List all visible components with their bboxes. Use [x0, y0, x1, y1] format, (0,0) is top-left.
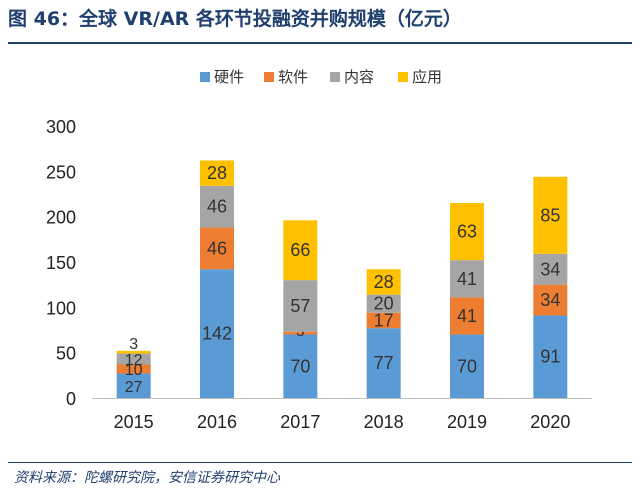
bar-segment [283, 334, 318, 398]
bar-segment [450, 297, 484, 335]
bar-data-label: 63 [457, 222, 477, 242]
bar-segment [533, 284, 568, 316]
y-tick-label: 50 [56, 344, 76, 364]
bar-segment [533, 315, 568, 398]
bar-segment [533, 253, 568, 285]
bar-segment [116, 373, 151, 398]
legend-label: 软件 [278, 69, 308, 86]
bar-segment [200, 269, 234, 398]
bar-segment [366, 294, 401, 313]
legend-swatch [330, 72, 340, 82]
figure-title: 图 46：全球 VR/AR 各环节投融资并购规模（亿元） [8, 8, 462, 30]
x-tick-label: 2016 [197, 412, 237, 432]
x-tick-label: 2018 [364, 412, 404, 432]
bar-segment [200, 160, 234, 186]
bar-segment [200, 227, 234, 270]
x-tick-label: 2019 [447, 412, 487, 432]
legend-label: 应用 [412, 68, 442, 86]
bar-data-label: 66 [290, 240, 310, 260]
bar-segment [366, 269, 401, 295]
bar-data-label: 20 [374, 294, 394, 314]
bar-data-label: 28 [374, 272, 394, 292]
bar-segment [283, 331, 318, 335]
bar-data-label: 57 [290, 296, 310, 316]
bar-segment [116, 364, 151, 374]
bar-data-label: 91 [540, 347, 560, 367]
bar-data-label: 27 [125, 379, 143, 396]
x-tick-label: 2017 [280, 412, 320, 432]
bar-segment [450, 203, 484, 261]
legend-swatch [264, 72, 274, 82]
legend-swatch [398, 72, 408, 82]
source-note: 资料来源：陀螺研究院，安信证券研究中心 [14, 470, 280, 486]
legend-label: 硬件 [214, 69, 244, 86]
y-tick-label: 150 [46, 253, 76, 273]
bar-data-label: 46 [207, 238, 227, 258]
y-tick-label: 250 [46, 162, 76, 182]
bar-segment [116, 353, 151, 365]
bar-data-label: 17 [374, 310, 394, 330]
bar-segment [116, 350, 151, 354]
bar-segment [366, 312, 401, 329]
y-tick-label: 200 [46, 208, 76, 228]
bar-data-label: 77 [374, 353, 394, 373]
bar-data-label: 12 [125, 352, 143, 369]
y-tick-label: 300 [46, 117, 76, 137]
bar-data-label: 41 [457, 306, 477, 326]
bar-data-label: 46 [207, 197, 227, 217]
bar-data-label: 85 [540, 205, 560, 225]
x-tick-label: 2015 [114, 412, 154, 432]
title-divider [8, 42, 632, 44]
bar-data-label: 10 [125, 362, 143, 379]
bar-data-label: 34 [540, 290, 560, 310]
bar-segment [366, 328, 401, 398]
bar-data-label: 28 [207, 163, 227, 183]
x-tick-label: 2020 [530, 412, 570, 432]
bar-data-label: 70 [290, 356, 310, 376]
legend-swatch [200, 72, 210, 82]
bar-segment [533, 176, 568, 254]
bar-segment [200, 185, 234, 228]
bar-data-label: 142 [202, 324, 232, 344]
bar-data-label: 3 [129, 336, 138, 353]
y-tick-label: 0 [66, 389, 76, 409]
source-divider [8, 462, 632, 463]
bar-data-label: 70 [457, 356, 477, 376]
bar-data-label: 41 [457, 269, 477, 289]
bar-segment [450, 334, 484, 398]
bar-data-label: 34 [540, 259, 560, 279]
bar-segment [283, 220, 318, 281]
bar-segment [450, 260, 484, 298]
bar-segment [283, 280, 318, 332]
y-tick-label: 100 [46, 298, 76, 318]
legend-label: 内容 [344, 69, 374, 86]
